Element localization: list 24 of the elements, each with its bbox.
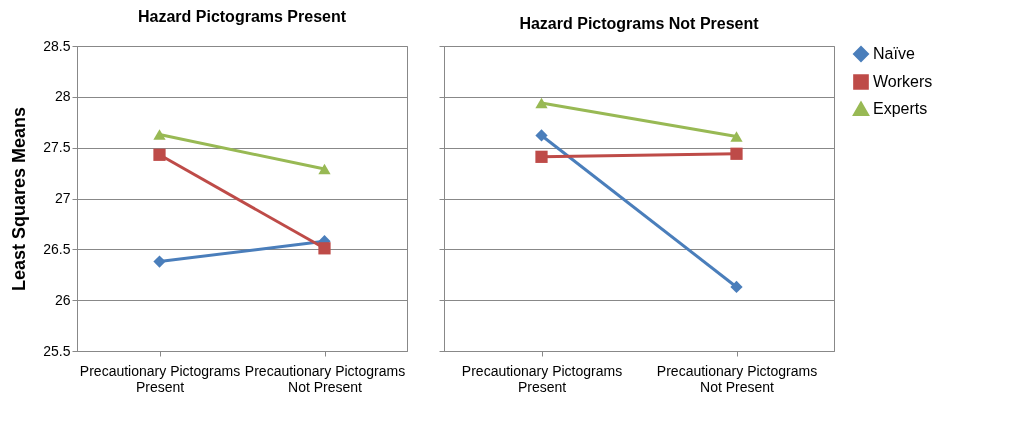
y-tick-label: 28.5 xyxy=(43,37,71,54)
point xyxy=(153,255,166,268)
point xyxy=(535,150,548,163)
y-tick-label: 26.5 xyxy=(43,240,71,257)
point xyxy=(730,280,743,294)
legend-label: Workers xyxy=(873,73,933,90)
y-tick-label: 28 xyxy=(54,88,71,105)
chart-title: Hazard Pictograms Not Present xyxy=(519,14,760,32)
point xyxy=(318,242,331,255)
x-tick-label: Precautionary Pictograms Present xyxy=(79,362,241,395)
x-tick-label: Precautionary Pictograms Present xyxy=(461,362,623,395)
y-tick-label: 27 xyxy=(54,190,71,206)
y-axis-title: Least Squares Means xyxy=(9,106,30,292)
x-tick-label: Precautionary Pictograms Not Present xyxy=(656,362,818,395)
point xyxy=(730,147,743,160)
x-tick-label: Precautionary Pictograms Not Present xyxy=(244,362,406,395)
y-tick-label: 27.5 xyxy=(43,139,71,156)
y-tick-label: 25.5 xyxy=(43,342,71,359)
point xyxy=(153,148,166,161)
legend-label: Naïve xyxy=(873,45,915,62)
legend-label: Experts xyxy=(873,100,928,117)
y-tick-label: 26 xyxy=(54,291,71,308)
point xyxy=(535,129,548,142)
chart-title: Hazard Pictograms Present xyxy=(137,8,347,25)
